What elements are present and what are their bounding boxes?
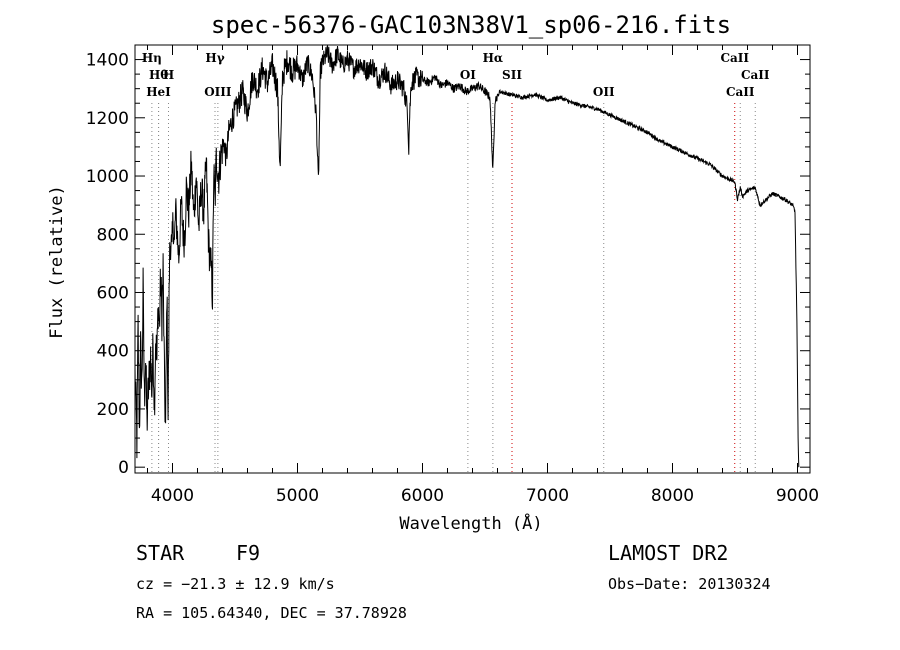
y-tick-label: 1200 bbox=[86, 109, 129, 129]
x-tick-label: 4000 bbox=[151, 486, 194, 506]
x-axis-ticks: 4000 5000 6000 7000 8000 9000 bbox=[147, 45, 819, 506]
x-tick-label: 6000 bbox=[401, 486, 444, 506]
y-tick-label: 800 bbox=[97, 225, 129, 245]
line-id-label: H bbox=[163, 68, 174, 82]
y-tick-label: 600 bbox=[97, 283, 129, 303]
survey-label: LAMOST DR2 bbox=[608, 541, 729, 565]
plot-border bbox=[134, 44, 811, 474]
y-tick-label: 0 bbox=[118, 458, 129, 478]
y-axis-label: Flux (relative) bbox=[47, 185, 67, 339]
line-id-label: Hθ bbox=[149, 68, 168, 82]
line-id-label: HeI bbox=[146, 85, 171, 99]
spectrum-line bbox=[134, 44, 800, 468]
object-class: STAR bbox=[136, 541, 185, 565]
line-id-label: OI bbox=[460, 68, 476, 82]
coordinates: RA = 105.64340, DEC = 37.78928 bbox=[136, 604, 407, 622]
observation-date: Obs−Date: 20130324 bbox=[608, 575, 771, 593]
spectrum-chart: spec-56376-GAC103N38V1_sp06-216.fits HηH… bbox=[47, 11, 819, 534]
line-id-label: CaII bbox=[720, 51, 749, 65]
line-id-label: OIII bbox=[204, 85, 232, 99]
object-subclass: F9 bbox=[236, 541, 261, 565]
x-tick-label: 5000 bbox=[276, 486, 319, 506]
plot-frame bbox=[134, 44, 811, 474]
line-id-label: Hα bbox=[483, 51, 504, 65]
x-tick-label: 8000 bbox=[651, 486, 694, 506]
y-tick-label: 200 bbox=[97, 400, 129, 420]
line-id-label: Hγ bbox=[205, 51, 224, 65]
line-id-label: OII bbox=[593, 85, 615, 99]
spectrum-series bbox=[134, 44, 800, 468]
x-tick-label: 9000 bbox=[776, 486, 819, 506]
x-axis-label: Wavelength (Å) bbox=[399, 512, 542, 534]
line-id-label: SII bbox=[502, 68, 522, 82]
line-id-label: Hη bbox=[142, 51, 162, 65]
redshift-cz: cz = −21.3 ± 12.9 km/s bbox=[136, 575, 335, 593]
y-tick-label: 1000 bbox=[86, 167, 129, 187]
y-tick-label: 400 bbox=[97, 342, 129, 362]
line-id-label: CaII bbox=[726, 85, 755, 99]
x-tick-label: 7000 bbox=[526, 486, 569, 506]
line-markers: Hη HθH HeI Hγ OIII OI Hα SII OII CaII CaII CaII bbox=[142, 51, 770, 473]
chart-title: spec-56376-GAC103N38V1_sp06-216.fits bbox=[211, 11, 731, 39]
line-id-label: CaII bbox=[741, 68, 770, 82]
y-axis-ticks: 0 200 400 600 800 1000 1200 1400 bbox=[86, 51, 810, 478]
y-tick-label: 1400 bbox=[86, 51, 129, 71]
